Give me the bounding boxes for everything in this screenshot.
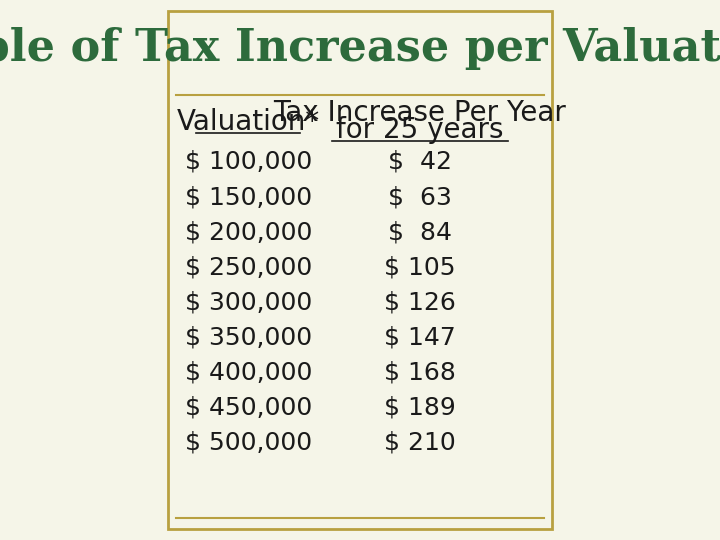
Text: $ 250,000: $ 250,000 [184,255,312,279]
Text: $ 105: $ 105 [384,255,456,279]
Text: $  84: $ 84 [388,220,452,244]
Text: $ 500,000: $ 500,000 [185,431,312,455]
Text: $ 210: $ 210 [384,431,456,455]
Text: $ 300,000: $ 300,000 [184,291,312,314]
Text: $ 100,000: $ 100,000 [184,150,312,174]
Text: $ 126: $ 126 [384,291,456,314]
Text: Table of Tax Increase per Valuation: Table of Tax Increase per Valuation [0,27,720,70]
Text: $ 400,000: $ 400,000 [184,361,312,384]
Text: Tax Increase Per Year: Tax Increase Per Year [274,99,567,127]
Text: $ 147: $ 147 [384,326,456,349]
Text: $ 189: $ 189 [384,396,456,420]
Text: $  42: $ 42 [388,150,452,174]
Text: $  63: $ 63 [388,185,452,209]
Text: $ 350,000: $ 350,000 [185,326,312,349]
Text: for 25 years: for 25 years [336,116,503,144]
Text: $ 200,000: $ 200,000 [184,220,312,244]
Text: $ 150,000: $ 150,000 [185,185,312,209]
Text: $ 450,000: $ 450,000 [184,396,312,420]
Text: $ 168: $ 168 [384,361,456,384]
Text: Valuation*: Valuation* [176,107,320,136]
